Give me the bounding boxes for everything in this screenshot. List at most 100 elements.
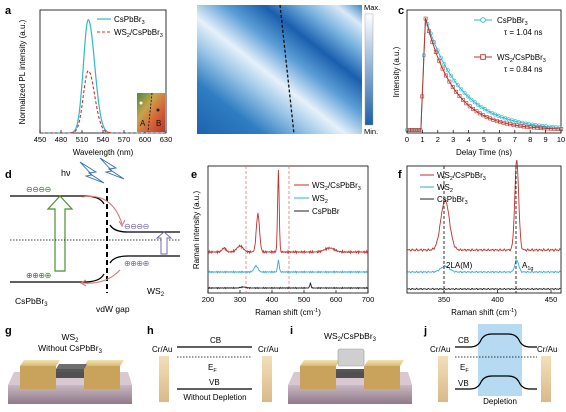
a-tick-label: 570 [118,135,131,144]
plot-frame-e [207,165,369,294]
trpl-point-ws2-cspbbr3 [450,85,455,89]
raman-cspbbr-e [207,282,369,290]
panel-letter-i: i [290,325,293,337]
electrons-left: ⊖⊖⊖⊖ [26,185,51,194]
metal-bar-h-right [262,356,272,402]
trpl-point-cspbbr3 [499,115,504,120]
trpl-point-cspbbr3 [442,62,447,67]
trpl-point-cspbbr3 [462,91,467,96]
photon-icon-1 [79,161,105,184]
panel-letter-a: a [5,5,12,17]
panel-letter-j: j [423,325,427,337]
c-tick-label: 0 [405,135,409,144]
trpl-point-ws2-cspbbr3 [444,73,448,78]
c-tick-label: 5 [482,135,486,144]
panel-letter-e: e [191,169,197,181]
vb-right [109,255,180,264]
x-axis-label-e: Raman shift (cm-1) [255,308,321,317]
x-ticks-c: 0 1 2 3 4 5 6 7 8 9 10 [405,130,565,144]
trpl-point-cspbbr3 [459,87,464,92]
vb-label-h: VB [209,378,220,387]
electrode-label-h-left: Cr/Au [152,345,172,354]
ws2-flake-g [56,369,84,378]
cb-label-h: CB [210,336,221,345]
legend-marker-2-c [480,54,486,60]
peak-label-a1g: A1g [522,261,533,272]
legend-2-f: WS2 [437,183,453,194]
raman-ws2-f [407,259,561,274]
trpl-point-ws2-cspbbr3 [474,109,479,114]
c-tick-label: 1 [420,135,424,144]
f-tick-label: 400 [491,295,504,304]
excitation-arrow [46,195,74,272]
trpl-point-ws2-cspbbr3 [457,94,462,99]
a-tick-label: 480 [55,135,68,144]
trpl-point-ws2-cspbbr3 [464,101,469,106]
peak-label-2la: 2LA(M) [446,261,473,270]
raman-ws2-cspbbr3-f [407,160,561,253]
a-tick-label: 600 [139,135,152,144]
x-axis-label-f: Raman shift (cm-1) [451,308,517,317]
trpl-point-cspbbr3 [486,109,491,114]
e-tick-label: 400 [266,295,279,304]
a-tick-label: 540 [97,135,110,144]
vb-j [455,375,537,390]
trpl-point-ws2-cspbbr3 [440,66,445,71]
trpl-point-cspbbr3 [496,113,501,118]
title-g-1: WS2 [61,332,79,344]
e-tick-label: 600 [330,295,343,304]
x-ticks-a: 450 480 510 540 570 600 630 [34,130,172,144]
trpl-point-cspbbr3 [445,68,450,73]
e-tick-label: 300 [234,295,247,304]
map-boundary-line [279,4,295,135]
electrons-right: ⊖⊖⊖⊖ [124,222,149,231]
trpl-point-cspbbr3 [472,100,477,105]
cb-label-j: CB [458,336,469,345]
trpl-point-cspbbr3 [476,102,481,107]
trpl-point-cspbbr3 [469,97,474,102]
electrode-label-h-right: Cr/Au [258,345,278,354]
panel-i: i WS2/CsPbBr3 [288,325,412,404]
inset-microscope-image [137,93,165,132]
legend-1-a: CsPbBr3 [114,15,145,26]
electrode-left-g [20,366,56,389]
panel-b: b Max. Min. [197,3,380,136]
ef-label-j: EF [460,363,469,374]
legend-2-a: WS2/CsPbBr3 [114,28,163,39]
trpl-point-ws2-cspbbr3 [460,98,465,102]
inset-point-a [139,101,143,105]
title-i: WS2/CsPbBr3 [324,331,377,343]
trpl-point-ws2-cspbbr3 [433,50,438,55]
color-bar-min: Min. [364,127,378,136]
plot-frame-f [406,165,562,294]
panel-letter-d: d [5,169,12,181]
color-bar-max: Max. [364,3,380,12]
electrode-label-j-left: Cr/Au [430,345,450,354]
raman-ws2-e [207,259,369,274]
legend-3-f: CsPbBr3 [437,195,468,206]
y-axis-label-c: Intensity (a.u.) [392,46,401,97]
trpl-point-ws2-cspbbr3 [437,58,442,63]
trpl-point-cspbbr3 [482,107,487,112]
tau-2-c: τ = 0.84 ns [504,65,543,74]
legend-marker-1-c [480,17,486,23]
trpl-point-cspbbr3 [452,78,457,83]
x-axis-label-a: Wavelength (nm) [73,148,134,157]
vb-label-j: VB [458,379,469,388]
panel-c: c 0 1 2 3 4 5 6 7 8 9 10 Delay Time (ns) Intensity… [392,5,565,157]
cb-right [109,224,180,233]
color-bar [364,13,374,126]
panel-g: g WS2 Without CsPbBr3 [5,325,132,404]
panel-e: e 200 300 400 500 600 700 Raman shift (cm-1) … [191,165,374,317]
e-tick-label: 500 [298,295,311,304]
trpl-point-cspbbr3 [455,83,460,88]
raman-cspbbr3-f [407,287,561,291]
y-axis-label-e: Raman intensity (a.u.) [192,191,201,270]
metal-bar-j-left [438,356,448,402]
trpl-fit-cspbbr3 [407,17,561,131]
c-tick-label: 10 [557,135,565,144]
panel-f: f 350 400 450 Raman shift (cm-1) 2LA(M) A1… [398,160,562,317]
f-tick-label: 450 [545,295,558,304]
substrate-g [8,385,132,404]
electrode-left-i [300,366,336,389]
